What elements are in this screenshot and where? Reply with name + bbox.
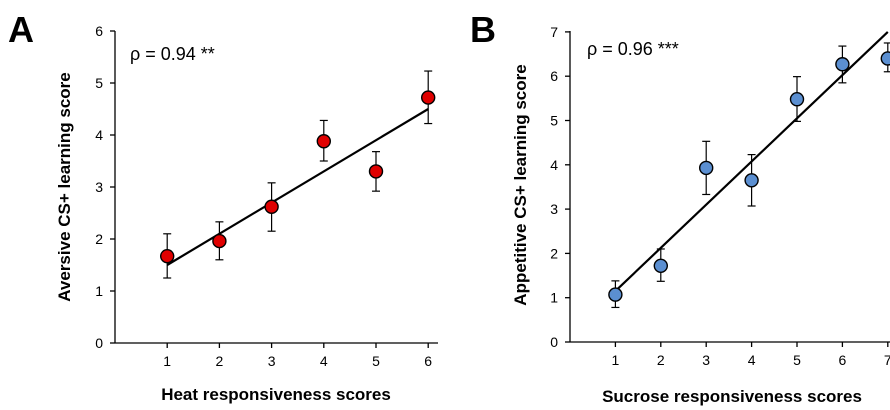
panel-b-y-tick-label: 7: [550, 24, 558, 40]
panel-b-data-point: [789, 92, 805, 107]
panel-b-annotation: ρ = 0.96 ***: [587, 39, 679, 59]
panel-a-x-tick-label: 1: [163, 353, 171, 369]
panel-b-y-tick-label: 5: [550, 113, 558, 129]
panel-b-letter: B: [470, 9, 496, 50]
panel-a-y-axis: 0 1 2 3 4 5 6: [95, 23, 115, 351]
panel-b-x-tick-label: 2: [657, 352, 665, 368]
panel-a-x-tick-label: 4: [320, 353, 328, 369]
panel-a-points: [159, 70, 436, 279]
panel-b-x-tick-label: 4: [748, 352, 756, 368]
panel-b-data-point: [880, 51, 890, 66]
panel-b-data-point: [835, 57, 850, 72]
panel-a-y-tick-label: 0: [95, 335, 103, 351]
panel-a-x-tick-label: 3: [268, 353, 276, 369]
panel-a-data-point: [212, 233, 227, 249]
panel-a-x-axis-title: Heat responsiveness scores: [161, 385, 391, 404]
panel-a-y-tick-label: 2: [95, 231, 103, 247]
panel-a-letter: A: [8, 9, 34, 50]
panel-a-y-tick-label: 4: [95, 127, 103, 143]
panel-a-data-point: [264, 199, 279, 214]
panel-b-y-axis-title: Appetitive CS+ learning score: [511, 64, 530, 305]
panel-a-data-point: [159, 248, 175, 264]
panel-b-points: [608, 42, 890, 309]
panel-a-data-point: [316, 134, 331, 149]
panel-b-data-point: [608, 287, 623, 302]
panel-a-y-tick-label: 5: [95, 75, 103, 91]
panel-b-y-tick-label: 6: [550, 68, 558, 84]
panel-a-y-axis-title: Aversive CS+ learning score: [55, 72, 74, 301]
panel-b-x-axis: 1 2 3 4 5 6 7: [612, 342, 890, 368]
panel-b-y-tick-label: 4: [550, 157, 558, 173]
panel-b-data-point: [653, 258, 668, 274]
panel-a-y-tick-label: 3: [95, 179, 103, 195]
panel-b-x-tick-label: 6: [839, 352, 847, 368]
panel-b-data-point: [699, 160, 714, 176]
panel-a-y-tick-label: 1: [95, 283, 103, 299]
panel-b-x-tick-label: 1: [612, 352, 620, 368]
panel-b-data-point: [744, 173, 759, 188]
panel-a-x-axis: 1 2 3 4 5 6: [163, 343, 432, 369]
panel-b: B ρ = 0.96 *** 0 1 2 3 4 5 6 7 1 2 3 4 5 6 7 Sucrose …: [470, 9, 890, 406]
panel-b-y-tick-label: 3: [550, 201, 558, 217]
panel-b-y-tick-label: 1: [550, 290, 558, 306]
panel-b-y-tick-label: 2: [550, 245, 558, 261]
panel-a-data-point: [368, 164, 384, 179]
panel-a-x-tick-label: 5: [372, 353, 380, 369]
panel-b-y-axis: 0 1 2 3 4 5 6 7: [550, 24, 570, 350]
panel-a-annotation: ρ = 0.94 **: [130, 44, 215, 64]
panel-b-x-tick-label: 3: [702, 352, 710, 368]
panel-b-x-tick-label: 7: [884, 352, 890, 368]
panel-a-x-tick-label: 2: [216, 353, 224, 369]
panel-b-y-tick-label: 0: [550, 334, 558, 350]
panel-a-y-tick-label: 6: [95, 23, 103, 39]
panel-a: A ρ = 0.94 ** 0 1 2 3 4 5 6 1 2 3 4 5 6 Heat respon…: [8, 9, 438, 404]
panel-b-x-tick-label: 5: [793, 352, 801, 368]
panel-a-data-point: [421, 90, 436, 105]
panel-a-x-tick-label: 6: [424, 353, 432, 369]
panel-b-x-axis-title: Sucrose responsiveness scores: [602, 387, 862, 406]
panel-a-fit-line: [166, 108, 429, 266]
